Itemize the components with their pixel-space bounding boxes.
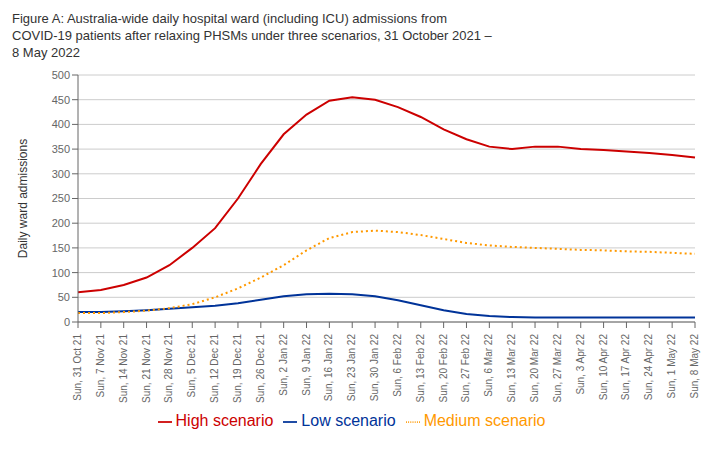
svg-text:150: 150 [52, 242, 70, 254]
svg-text:450: 450 [52, 94, 70, 106]
svg-text:0: 0 [64, 316, 70, 328]
svg-text:Sun, 26 Dec 21: Sun, 26 Dec 21 [255, 334, 266, 403]
svg-text:250: 250 [52, 192, 70, 204]
svg-text:200: 200 [52, 217, 70, 229]
html-text:8 May 2022: 8 May 2022 [12, 45, 80, 60]
svg-text:Sun, 16 Jan 22: Sun, 16 Jan 22 [323, 334, 334, 402]
svg-text:Sun, 6 Mar 22: Sun, 6 Mar 22 [483, 334, 494, 397]
svg-text:Sun, 23 Jan 22: Sun, 23 Jan 22 [346, 334, 357, 402]
svg-text:Sun, 24 Apr 22: Sun, 24 Apr 22 [643, 334, 654, 401]
svg-text:Sun, 1 May 22: Sun, 1 May 22 [666, 334, 677, 399]
html-text:COVID-19 patients after relaxi: COVID-19 patients after relaxing PHSMs u… [12, 28, 492, 43]
svg-text:Sun, 9 Jan 22: Sun, 9 Jan 22 [301, 334, 312, 396]
svg-text:Sun, 21 Nov 21: Sun, 21 Nov 21 [141, 334, 152, 403]
svg-text:Sun, 5 Dec 21: Sun, 5 Dec 21 [186, 334, 197, 398]
html-text:Medium scenario: Medium scenario [423, 412, 546, 429]
svg-text:50: 50 [58, 291, 70, 303]
svg-text:Daily ward admissions: Daily ward admissions [16, 139, 30, 258]
svg-text:Sun, 7 Nov 21: Sun, 7 Nov 21 [95, 334, 106, 398]
html-text:High scenario: High scenario [175, 412, 274, 429]
svg-text:100: 100 [52, 267, 70, 279]
svg-text:400: 400 [52, 118, 70, 130]
svg-text:Sun, 6 Feb 22: Sun, 6 Feb 22 [392, 334, 403, 397]
svg-text:Sun, 27 Mar 22: Sun, 27 Mar 22 [552, 334, 563, 403]
html-text:Low scenario: Low scenario [301, 412, 396, 429]
svg-text:Sun, 13 Mar 22: Sun, 13 Mar 22 [506, 334, 517, 403]
svg-text:350: 350 [52, 143, 70, 155]
svg-text:Sun, 13 Feb 22: Sun, 13 Feb 22 [415, 334, 426, 403]
svg-text:Sun, 10 Apr 22: Sun, 10 Apr 22 [598, 334, 609, 401]
svg-text:Sun, 14 Nov 21: Sun, 14 Nov 21 [118, 334, 129, 403]
svg-text:Sun, 31 Oct 21: Sun, 31 Oct 21 [72, 334, 83, 401]
svg-text:Sun, 27 Feb 22: Sun, 27 Feb 22 [460, 334, 471, 403]
svg-text:Sun, 28 Nov 21: Sun, 28 Nov 21 [163, 334, 174, 403]
svg-text:Sun, 8 May 22: Sun, 8 May 22 [689, 334, 700, 399]
html-text:Figure A: Australia-wide daily: Figure A: Australia-wide daily hospital … [12, 11, 447, 26]
svg-text:300: 300 [52, 168, 70, 180]
svg-text:Sun, 2 Jan 22: Sun, 2 Jan 22 [278, 334, 289, 396]
svg-text:Sun, 30 Jan 22: Sun, 30 Jan 22 [369, 334, 380, 402]
svg-text:Sun, 3 Apr 22: Sun, 3 Apr 22 [575, 334, 586, 395]
svg-text:Sun, 12 Dec 21: Sun, 12 Dec 21 [209, 334, 220, 403]
svg-text:500: 500 [52, 69, 70, 81]
svg-text:Sun, 20 Mar 22: Sun, 20 Mar 22 [529, 334, 540, 403]
svg-text:Sun, 17 Apr 22: Sun, 17 Apr 22 [620, 334, 631, 401]
svg-text:Sun, 20 Feb 22: Sun, 20 Feb 22 [438, 334, 449, 403]
svg-text:Sun, 19 Dec 21: Sun, 19 Dec 21 [232, 334, 243, 403]
